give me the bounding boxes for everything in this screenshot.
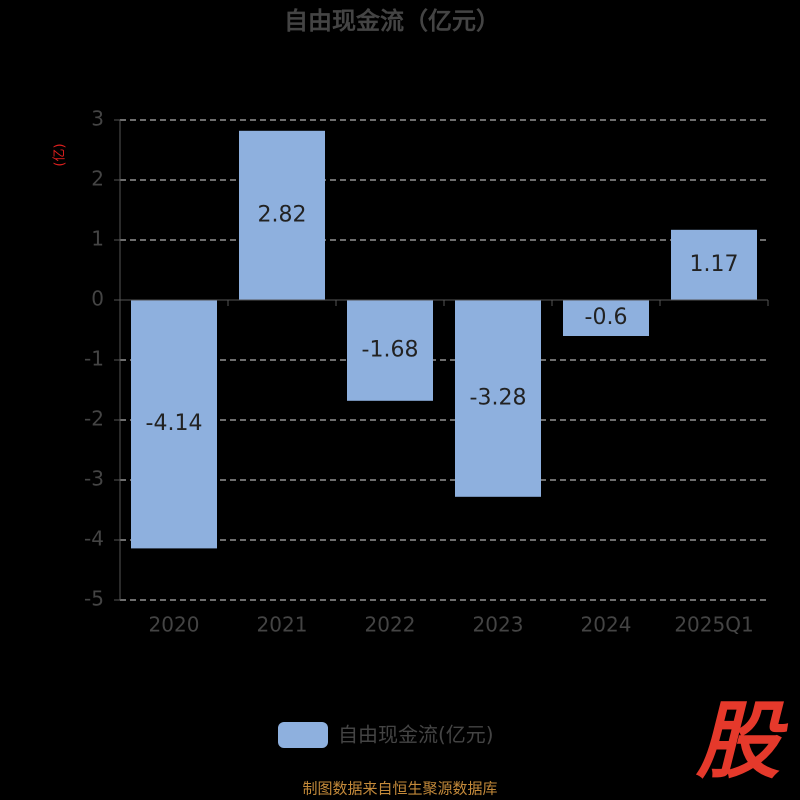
x-tick-label: 2022 [365, 613, 416, 637]
bar [671, 229, 757, 300]
y-tick-label: 0 [91, 287, 104, 311]
y-axis-label: (亿) [53, 143, 68, 166]
y-tick-label: -1 [84, 347, 104, 371]
legend-label: 自由现金流(亿元) [338, 723, 494, 747]
footer: 制图数据来自恒生聚源数据库 [302, 780, 497, 798]
bar [455, 300, 541, 497]
bar [347, 300, 433, 401]
bar [239, 130, 325, 300]
y-tick-label: 3 [91, 107, 104, 131]
bar [563, 300, 649, 336]
y-tick-label: -5 [84, 587, 104, 611]
value-label: -3.28 [470, 385, 527, 410]
value-label: -0.6 [585, 305, 628, 330]
chart-title: 自由现金流（亿元） [284, 7, 500, 35]
value-label: -4.14 [146, 411, 203, 436]
value-label: -1.68 [362, 337, 419, 362]
value-label: 2.82 [258, 202, 307, 227]
x-tick-label: 2021 [257, 613, 308, 637]
y-tick-label: -4 [84, 527, 104, 551]
logo: 股 [695, 692, 789, 790]
x-tick-label: 2023 [473, 613, 524, 637]
x-tick-label: 2025Q1 [674, 613, 753, 637]
legend-swatch [278, 722, 328, 748]
y-tick-label: 2 [91, 167, 104, 191]
y-tick-label: 1 [91, 227, 104, 251]
value-label: 1.17 [690, 252, 739, 277]
x-tick-label: 2020 [149, 613, 200, 637]
x-tick-label: 2024 [581, 613, 632, 637]
y-tick-label: -2 [84, 407, 104, 431]
bar [131, 300, 217, 549]
y-tick-label: -3 [84, 467, 104, 491]
